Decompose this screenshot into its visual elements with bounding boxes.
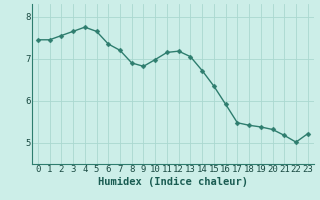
- X-axis label: Humidex (Indice chaleur): Humidex (Indice chaleur): [98, 177, 248, 187]
